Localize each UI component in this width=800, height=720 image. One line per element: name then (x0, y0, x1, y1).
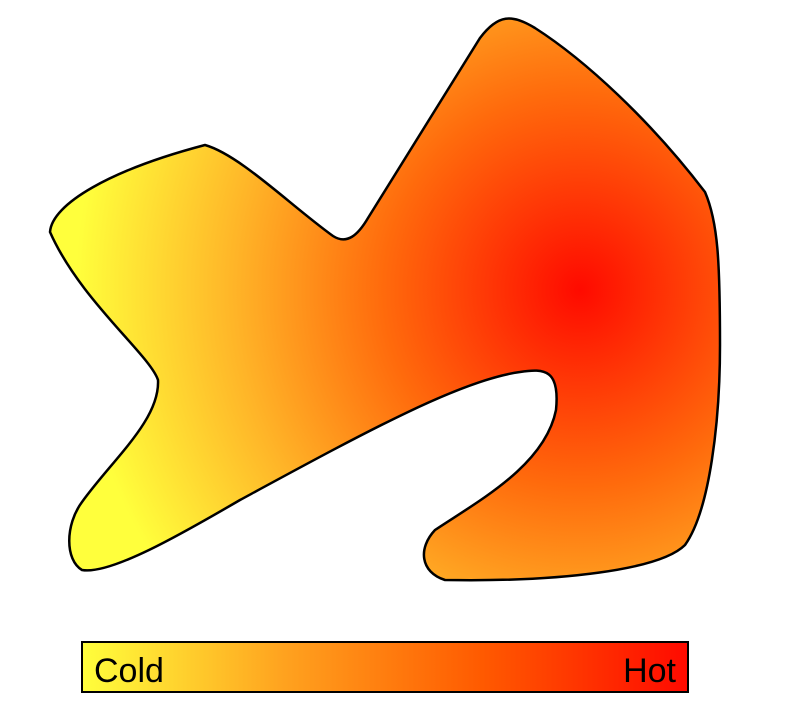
legend-cold-label: Cold (94, 652, 164, 690)
heat-map-shape (48, 17, 722, 582)
legend-gradient-bar (81, 641, 689, 693)
legend-bar: Cold Hot (81, 641, 689, 693)
legend-hot-label: Hot (623, 652, 676, 690)
